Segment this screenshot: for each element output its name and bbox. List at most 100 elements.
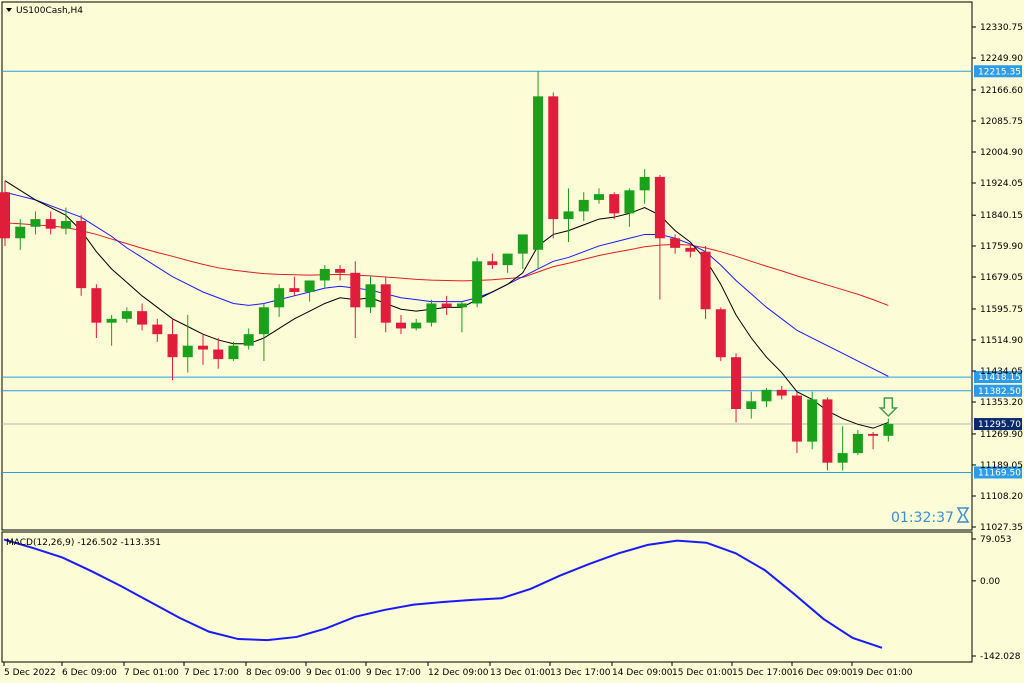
macd-tick-label: 0.00 (980, 577, 1000, 587)
candle-up (60, 221, 71, 229)
candle-down (791, 395, 802, 442)
macd-plot-frame (1, 531, 973, 663)
candle-down (487, 261, 498, 266)
candle-up (563, 211, 574, 220)
candle-down (654, 176, 665, 239)
candle-down (137, 311, 148, 325)
candle-up (15, 226, 26, 239)
level-price-label: 11418.15 (978, 373, 1021, 383)
price-tick-label: 11514.90 (980, 336, 1023, 346)
candle-up (426, 303, 437, 323)
bar-countdown: 01:32:37 (891, 510, 954, 526)
level-price-label: 11169.50 (978, 468, 1021, 478)
price-tick-label: 11840.15 (980, 211, 1023, 221)
time-tick-label: 13 Dec 17:00 (550, 668, 611, 678)
candle-up (274, 288, 285, 308)
time-tick-label: 6 Dec 09:00 (62, 668, 117, 678)
candle-down (700, 251, 711, 310)
time-tick-label: 13 Dec 01:00 (490, 668, 551, 678)
price-tick-label: 12330.75 (980, 23, 1023, 33)
candle-down (0, 192, 10, 239)
candle-up (106, 318, 117, 323)
candle-down (670, 238, 681, 248)
price-tick-label: 11189.05 (980, 461, 1023, 471)
time-tick-label: 12 Dec 09:00 (428, 668, 489, 678)
price-tick-label: 11759.90 (980, 242, 1023, 252)
time-tick-label: 5 Dec 2022 (4, 668, 56, 678)
macd-tick-label: -142.028 (980, 652, 1021, 662)
candle-up (807, 399, 818, 442)
time-tick-label: 14 Dec 09:00 (612, 668, 673, 678)
hourglass-icon (956, 507, 970, 523)
candle-up (578, 199, 589, 212)
candle-down (289, 288, 300, 292)
candle-up (258, 307, 269, 335)
price-tick-label: 12166.60 (980, 86, 1023, 96)
time-tick-label: 8 Dec 09:00 (246, 668, 301, 678)
candle-up (761, 389, 772, 402)
candle-up (456, 303, 467, 308)
candle-down (152, 324, 163, 335)
candle-down (685, 247, 696, 252)
candle-up (517, 234, 528, 254)
candle-up (472, 261, 483, 304)
price-tick-label: 11269.90 (980, 430, 1023, 440)
time-tick-label: 7 Dec 01:00 (124, 668, 179, 678)
candle-down (868, 433, 879, 436)
current-price-box (974, 418, 1022, 431)
candle-down (380, 284, 391, 323)
candle-up (365, 284, 376, 308)
price-tick-label: 11924.05 (980, 179, 1023, 189)
candle-up (852, 433, 863, 454)
macd-tick-label: 79.053 (980, 535, 1012, 545)
macd-line (3, 538, 883, 649)
level-price-label: 12215.35 (978, 67, 1021, 77)
macd-title: MACD(12,26,9) -126.502 -113.351 (6, 538, 161, 548)
candle-down (776, 389, 787, 396)
candle-down (731, 357, 742, 409)
current-price-label: 11295.70 (978, 420, 1021, 430)
level-price-label: 11382.50 (978, 387, 1021, 397)
time-tick-label: 9 Dec 17:00 (366, 668, 421, 678)
candle-up (639, 176, 650, 191)
level-price-box (974, 384, 1022, 397)
price-tick-label: 11595.75 (980, 305, 1023, 315)
candle-down (197, 345, 208, 350)
candle-down (609, 194, 620, 214)
price-tick-label: 11679.05 (980, 273, 1023, 283)
time-tick-label: 16 Dec 09:00 (792, 668, 853, 678)
candle-down (715, 309, 726, 358)
signal-arrow-down-icon (878, 397, 899, 418)
candle-down (45, 219, 56, 229)
candle-down (335, 268, 346, 273)
chart-title: US100Cash,H4 (16, 6, 83, 16)
ma-slow-line (4, 222, 889, 306)
time-tick-label: 19 Dec 01:00 (852, 668, 913, 678)
candle-up (182, 345, 193, 358)
candle-up (883, 423, 894, 436)
candle-down (213, 349, 224, 360)
price-tick-label: 11353.20 (980, 398, 1023, 408)
candlesticks (0, 71, 899, 471)
price-tick-label: 11027.35 (980, 523, 1023, 533)
candle-up (502, 253, 513, 266)
candle-down (548, 96, 559, 220)
level-price-box (974, 65, 1022, 78)
candle-up (304, 280, 315, 292)
candle-down (76, 221, 87, 289)
time-axis: 5 Dec 2022 6 Dec 09:00 7 Dec 01:00 7 Dec 17… (3, 662, 913, 678)
candle-up (746, 401, 757, 409)
candle-down (395, 322, 406, 329)
time-tick-label: 7 Dec 17:00 (184, 668, 239, 678)
candle-up (243, 334, 254, 346)
time-tick-label: 15 Dec 17:00 (732, 668, 793, 678)
price-tick-label: 12004.90 (980, 148, 1023, 158)
candle-up (624, 190, 635, 214)
time-tick-label: 15 Dec 01:00 (672, 668, 733, 678)
dropdown-arrow-icon[interactable] (6, 8, 12, 12)
candle-up (121, 311, 132, 319)
level-price-box (974, 371, 1022, 384)
candle-up (319, 268, 330, 281)
candle-up (593, 194, 604, 200)
